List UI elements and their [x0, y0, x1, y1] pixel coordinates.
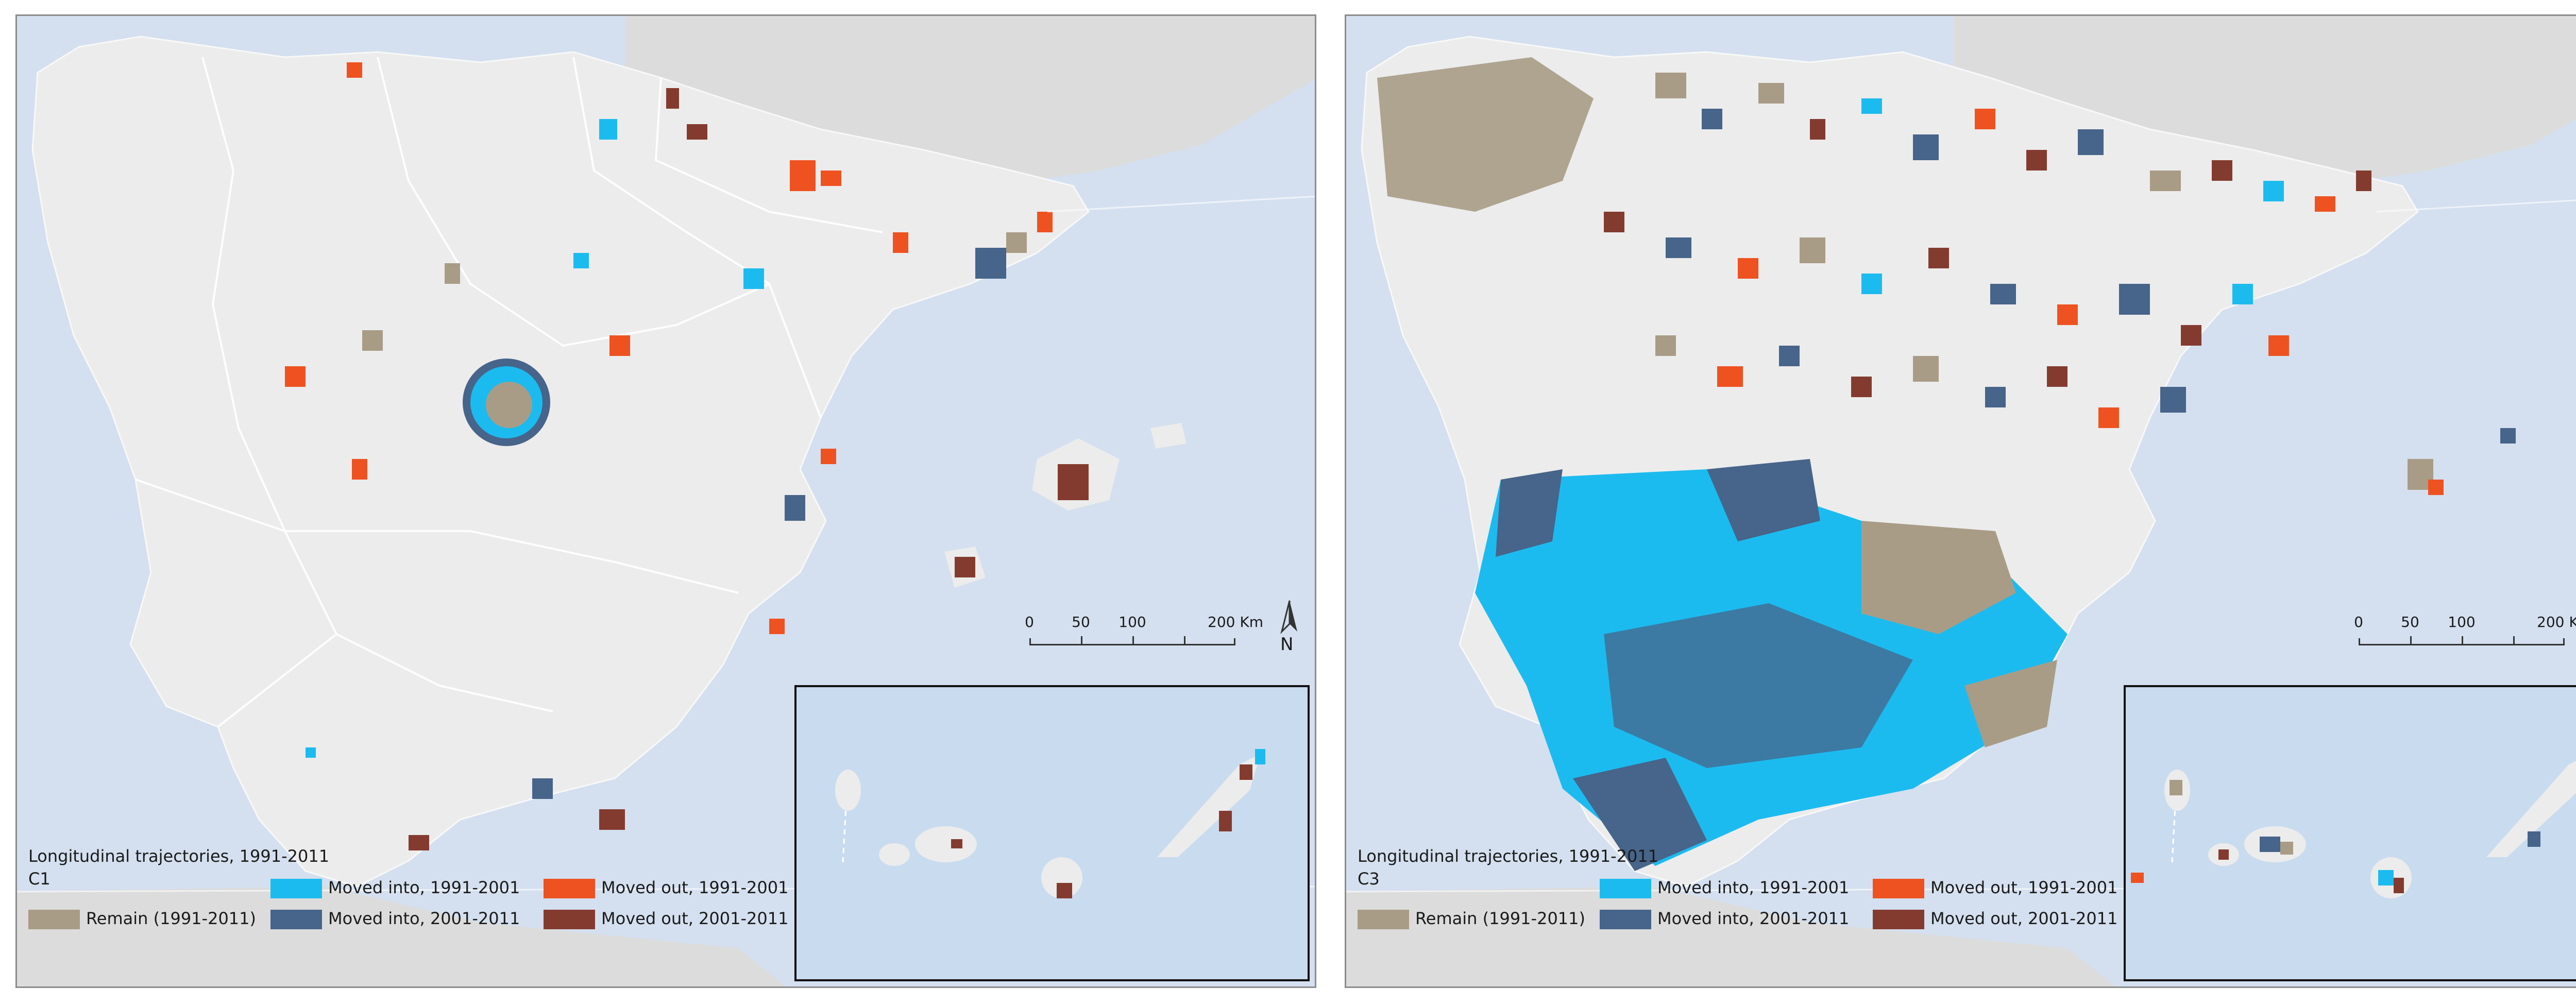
- africa-land: [17, 887, 786, 986]
- legend-swatch: [1600, 910, 1651, 929]
- legend-item-moved-out-1991: Moved out, 1991-2001: [1873, 877, 2117, 898]
- scale-tick: [2410, 636, 2412, 645]
- legend-label: Moved out, 2001-2011: [1930, 909, 2118, 928]
- legend-item-remain: Remain (1991-2011): [1358, 908, 1585, 929]
- scale-label-200: 200 Km: [2537, 614, 2576, 631]
- scale-tick: [1081, 636, 1082, 645]
- north-arrow-icon: [1280, 600, 1297, 634]
- scale-tick: [2513, 636, 2515, 645]
- canary-islands-inset-c1: [794, 685, 1310, 981]
- legend-item-remain: Remain (1991-2011): [28, 908, 256, 929]
- legend-label: Moved into, 2001-2011: [328, 909, 520, 928]
- menorca: [1150, 423, 1187, 449]
- iberian-peninsula: [31, 36, 1090, 888]
- scale-bar-c1: 0 50 100 200 Km: [1025, 614, 1263, 675]
- legend-swatch: [270, 910, 322, 929]
- legend-label: Remain (1991-2011): [86, 909, 256, 928]
- scale-label-100: 100: [2448, 614, 2476, 631]
- trajectory-regions-c3: [1377, 57, 2067, 871]
- trajectory-patches-c3: [1604, 73, 2516, 495]
- legend-item-moved-into-2001: Moved into, 2001-2011: [270, 908, 520, 929]
- map-panel-c1: 0 50 100 200 Km N Longitudinal trajector…: [15, 14, 1316, 988]
- scale-bar-c3: 0 50 100 200 Km: [2354, 614, 2576, 675]
- legend-label: Moved into, 1991-2001: [1657, 878, 1850, 897]
- legend-label: Remain (1991-2011): [1415, 909, 1585, 928]
- scale-label-50: 50: [1072, 614, 1090, 631]
- scale-tick: [2462, 636, 2463, 645]
- legend-item-moved-into-1991: Moved into, 1991-2001: [270, 877, 520, 898]
- legend-label: Moved out, 2001-2011: [601, 909, 789, 928]
- legend-label: Moved into, 1991-2001: [328, 878, 520, 897]
- scale-tick: [1184, 636, 1185, 645]
- legend-label: Moved out, 1991-2001: [601, 878, 789, 897]
- scale-tick: [1132, 636, 1134, 645]
- africa-land: [1346, 887, 2115, 986]
- madrid-cluster: [463, 359, 550, 446]
- legend-item-moved-into-2001: Moved into, 2001-2011: [1600, 908, 1849, 929]
- north-label: N: [1280, 634, 1294, 655]
- scale-label-50: 50: [2401, 614, 2419, 631]
- scale-label-100: 100: [1118, 614, 1146, 631]
- scale-label-200: 200 Km: [1208, 614, 1263, 631]
- legend-swatch: [270, 879, 322, 898]
- trajectory-patches-c1: [285, 62, 1089, 850]
- legend-item-moved-into-1991: Moved into, 1991-2001: [1600, 877, 1849, 898]
- legend-panel-label: C1: [28, 869, 50, 889]
- legend-swatch: [1873, 879, 1924, 898]
- map-panel-c3: 0 50 100 200 Km N Longitudinal trajector…: [1345, 14, 2576, 988]
- legend-c1: Longitudinal trajectories, 1991-2011 C1 …: [28, 846, 791, 975]
- scale-label-0: 0: [2354, 614, 2363, 631]
- legend-swatch: [544, 879, 595, 898]
- region-borders: [135, 57, 883, 728]
- legend-title: Longitudinal trajectories, 1991-2011: [28, 846, 330, 866]
- north-arrow-c1: N: [1274, 598, 1305, 660]
- legend-panel-label: C3: [1358, 869, 1380, 889]
- legend-item-moved-out-2001: Moved out, 2001-2011: [544, 908, 788, 929]
- map-canvas-c1: [17, 16, 1315, 986]
- legend-swatch: [544, 910, 595, 929]
- legend-label: Moved out, 1991-2001: [1930, 878, 2118, 897]
- legend-swatch: [1600, 879, 1651, 898]
- legend-swatch: [28, 910, 80, 929]
- inset-canvas-c3: [2126, 687, 2576, 979]
- legend-item-moved-out-2001: Moved out, 2001-2011: [1873, 908, 2117, 929]
- legend-label: Moved into, 2001-2011: [1657, 909, 1850, 928]
- canary-islands-inset-c3: [2124, 685, 2576, 981]
- scale-label-0: 0: [1025, 614, 1034, 631]
- inset-canvas-c1: [796, 687, 1308, 979]
- legend-swatch: [1873, 910, 1924, 929]
- legend-c3: Longitudinal trajectories, 1991-2011 C3 …: [1358, 846, 2120, 975]
- legend-item-moved-out-1991: Moved out, 1991-2001: [544, 877, 788, 898]
- legend-swatch: [1358, 910, 1409, 929]
- legend-title: Longitudinal trajectories, 1991-2011: [1358, 846, 1659, 866]
